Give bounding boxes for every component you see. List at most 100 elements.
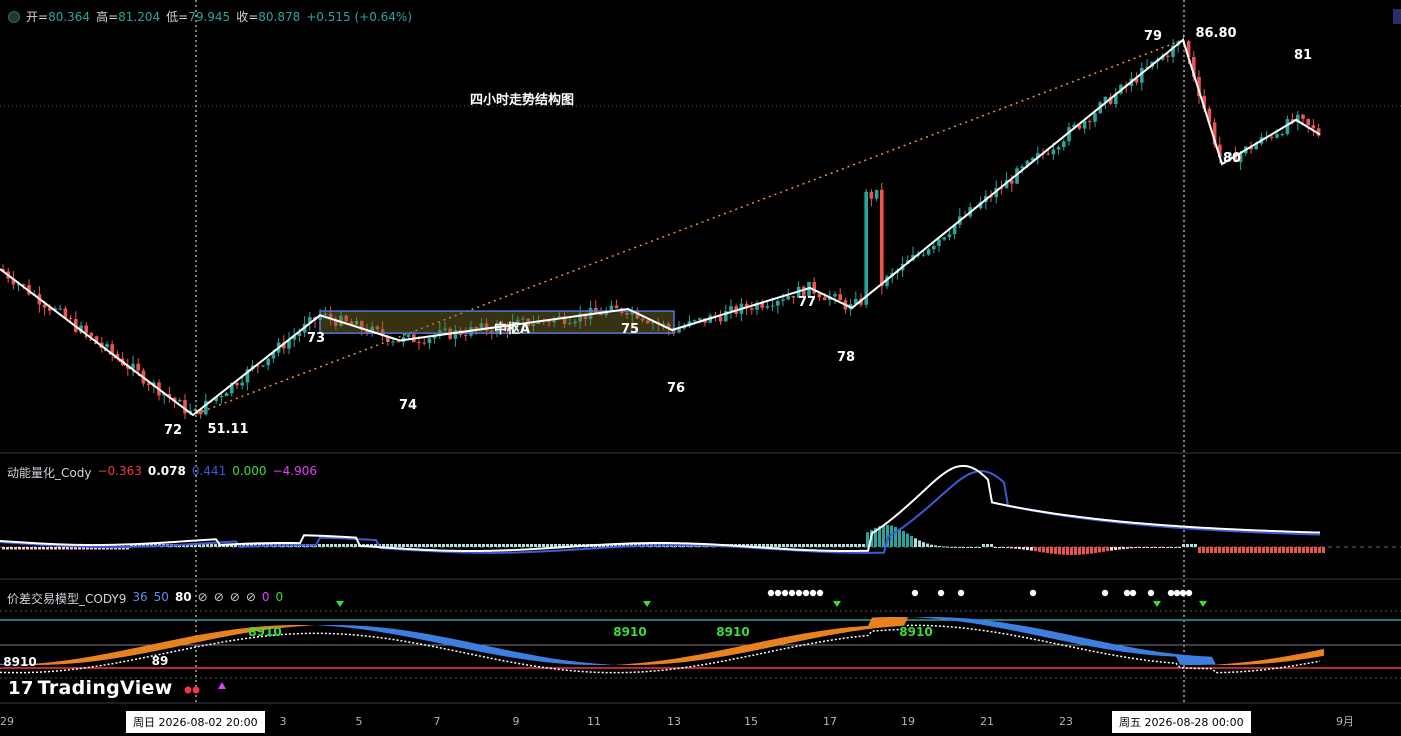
momentum-histogram-bar [234,544,237,547]
candle-body [349,321,354,325]
momentum-histogram-bar [878,526,881,547]
spread-band-fill [1008,623,1012,631]
spread-band-fill [1080,637,1084,646]
momentum-histogram-bar [450,544,453,547]
candle-body [510,321,515,331]
candle-body [937,239,941,246]
candle-body [490,330,494,333]
momentum-histogram-bar [466,544,469,547]
momentum-histogram-bar [38,547,41,550]
spread-band-fill [704,652,708,660]
spread-band-fill [1268,658,1272,664]
signal-count-label: 8910 [899,625,932,639]
close-label: 收= [236,10,259,24]
spread-band-fill [304,625,308,626]
spread-band-fill [8,664,12,665]
spread-band-fill [124,649,128,657]
momentum-histogram-bar [986,544,989,547]
scale-badge[interactable] [1393,9,1401,24]
momentum-histogram-bar [114,547,117,550]
spread-band-fill [324,625,328,626]
candle-body [724,311,728,322]
spread-band-fill [156,642,160,651]
momentum-title[interactable]: 动能量化_Cody [7,466,92,480]
spread-band-fill [100,654,104,661]
signal-dot [1167,589,1175,597]
spread-band-fill [1308,651,1312,659]
spread-band-fill [540,656,544,662]
signal-dot [911,589,919,597]
spread-band-fill [1032,627,1036,636]
momentum-histogram-bar [534,544,537,547]
spread-band-fill [24,664,28,665]
signal-count-label-89: 89 [152,654,169,668]
candle-body [578,313,582,322]
spread-band-fill [568,660,572,665]
sell-signal-marker [833,601,841,607]
momentum-histogram-bar [434,544,437,547]
spread-band-fill [784,636,788,645]
sell-signal-marker [336,601,344,607]
momentum-histogram-bar [526,544,529,547]
candle-body [1108,96,1113,105]
momentum-histogram-bar [934,545,937,547]
candle-body [729,306,733,312]
symbol-status-icon[interactable] [8,10,20,23]
candle-body [1296,114,1300,123]
momentum-histogram-bar [126,547,129,550]
spread-p4: 0 [261,590,270,604]
momentum-histogram-bar [922,542,925,547]
spread-band-fill [1004,622,1008,630]
spread-model-title[interactable]: 价差交易模型_CODY9 [7,592,127,606]
tradingview-logo[interactable]: 17 TradingView [8,677,173,699]
spread-band-fill [504,649,508,657]
candle-body [1062,141,1066,147]
momentum-histogram-bar [1290,547,1293,553]
momentum-histogram-bar [82,547,85,550]
spread-band-fill [564,660,568,665]
spread-band-fill [480,644,484,653]
momentum-histogram-bar [1146,547,1149,548]
momentum-histogram-bar [58,547,61,550]
candle-body [297,332,302,337]
spread-band-fill [828,629,832,636]
candle-body [770,305,775,307]
momentum-histogram-bar [1270,547,1273,553]
momentum-histogram-bar [442,544,445,547]
spread-band-fill [892,617,896,627]
momentum-histogram-bar [1098,547,1101,553]
spread-band-fill [432,634,436,643]
open-value: 80.364 [48,9,91,24]
spread-band-fill [756,642,760,651]
candle-body [198,408,203,415]
candle-body [1103,96,1108,103]
momentum-histogram-bar [1034,547,1037,552]
spread-band-fill [0,663,4,665]
spread-band-fill [160,641,164,651]
momentum-histogram-bar [122,547,125,550]
spread-band-fill [1048,630,1052,639]
spread-band-fill [1196,655,1200,665]
momentum-histogram-bar [510,544,513,547]
momentum-histogram-bar [1266,547,1269,553]
spread-band-fill [136,646,140,655]
candle-body [1207,108,1212,123]
momentum-histogram-bar [766,544,769,547]
candle-body [776,300,780,306]
momentum-histogram-bar [1322,547,1325,553]
momentum-histogram-bar [794,544,797,547]
candle-body [781,299,785,301]
momentum-histogram-bar [802,544,805,547]
momentum-histogram-bar [1258,547,1261,553]
spread-band-fill [556,658,560,664]
momentum-v3: 0.441 [191,464,227,478]
momentum-histogram-bar [1206,547,1209,553]
momentum-histogram-bar [410,544,413,547]
spread-band-fill [888,617,892,627]
momentum-histogram-bar [6,547,9,550]
spread-flag-4: ⊘ [245,590,256,604]
spread-band-fill [1164,652,1168,657]
momentum-histogram-bar [230,544,233,547]
momentum-v1: −0.363 [97,464,142,478]
